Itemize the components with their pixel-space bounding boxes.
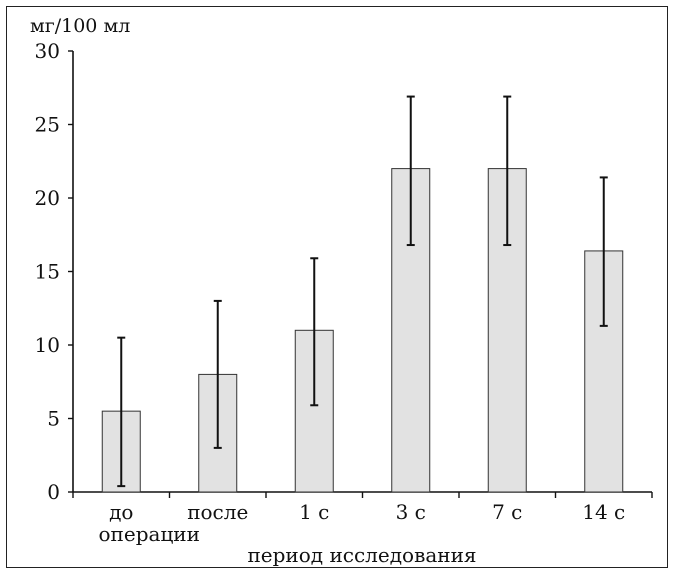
x-tick-label: 1 с (299, 500, 329, 524)
axes (68, 50, 653, 498)
y-tick-label: 25 (35, 113, 60, 137)
x-tick-label: до (109, 500, 133, 524)
x-axis-title: период исследования (247, 543, 476, 567)
y-tick-label: 20 (35, 186, 60, 210)
y-tick-label: 10 (35, 333, 60, 357)
x-tick-label: 3 с (396, 500, 426, 524)
y-tick-label: 30 (35, 39, 60, 63)
bars (101, 168, 624, 493)
y-tick-label: 15 (35, 260, 60, 284)
x-tick-label: операции (99, 522, 200, 546)
y-unit-label: мг/100 мл (30, 15, 130, 37)
y-tick-label: 0 (47, 480, 60, 504)
error-bars (117, 95, 608, 488)
x-tick-label: после (187, 500, 248, 524)
x-tick-label: 7 с (492, 500, 522, 524)
x-tick-label: 14 с (582, 500, 625, 524)
y-tick-label: 5 (47, 407, 60, 431)
